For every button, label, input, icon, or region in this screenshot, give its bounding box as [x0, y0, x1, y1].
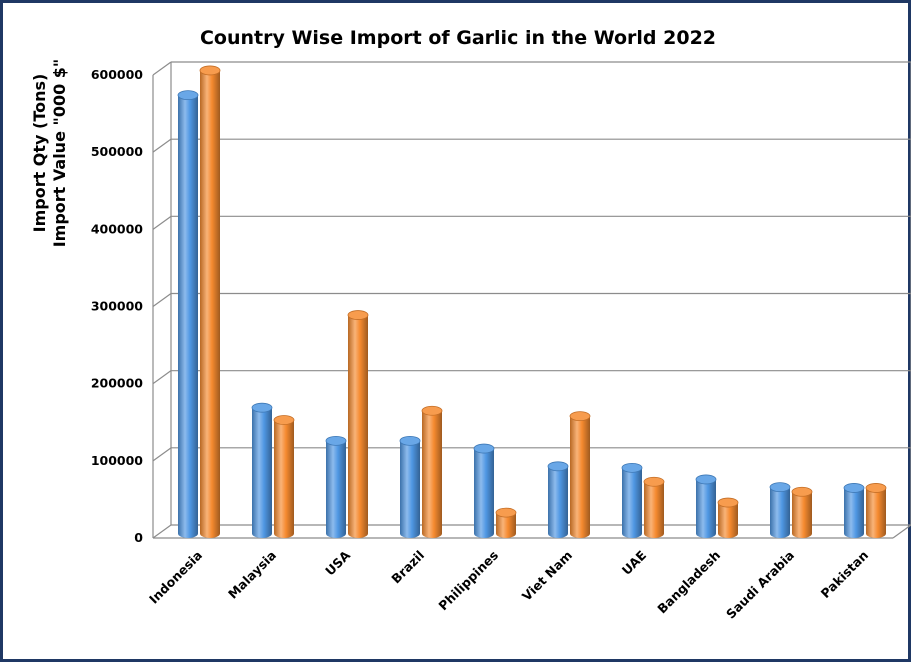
x-tick-label: Malaysia — [225, 548, 279, 602]
bar-bangladesh-s1 — [696, 479, 716, 538]
gridline-side — [152, 447, 172, 462]
bar-indonesia-s1 — [178, 95, 198, 538]
bar-usa-s2 — [348, 315, 368, 538]
bar-usa-s1 — [326, 440, 346, 538]
bar-bangladesh-s2 — [718, 502, 738, 538]
x-tick-label: Viet Nam — [519, 548, 575, 604]
x-tick-label: Bangladesh — [654, 548, 723, 617]
x-tick-label: Saudi Arabia — [723, 548, 797, 622]
bar-top-cap — [621, 462, 643, 473]
bar-top-cap — [569, 411, 591, 422]
bar-top-cap — [495, 507, 517, 518]
bar-top-cap — [791, 486, 813, 497]
bar-top-cap — [473, 443, 495, 454]
gridline-side — [152, 370, 172, 385]
gridline-side — [152, 524, 172, 539]
x-tick-label: USA — [322, 547, 353, 578]
bar-philippines-s1 — [474, 448, 494, 538]
bar-pakistan-s1 — [844, 487, 864, 538]
bar-top-cap — [177, 90, 199, 101]
bar-uae-s1 — [622, 467, 642, 538]
y-tick-label: 500000 — [91, 144, 143, 159]
bar-brazil-s1 — [400, 440, 420, 538]
x-tick-label: Pakistan — [818, 548, 871, 601]
bar-top-cap — [251, 402, 273, 413]
bar-top-cap — [843, 483, 865, 493]
bar-uae-s2 — [644, 481, 664, 538]
y-tick-label: 200000 — [91, 376, 143, 391]
bar-indonesia-s2 — [200, 70, 220, 538]
gridline-side — [152, 215, 172, 230]
x-tick-label: Indonesia — [146, 548, 205, 607]
bar-pakistan-s2 — [866, 487, 886, 538]
x-tick-label: UAE — [619, 548, 649, 578]
bar-top-cap — [865, 483, 887, 493]
gridline-side — [152, 293, 172, 307]
bar-top-cap — [547, 461, 569, 472]
gridline-side — [152, 138, 172, 153]
bar-top-cap — [199, 65, 221, 76]
bar-viet-nam-s2 — [570, 416, 590, 538]
bar-malaysia-s1 — [252, 407, 272, 538]
y-tick-label: 0 — [134, 530, 143, 545]
bar-top-cap — [769, 482, 791, 493]
bar-saudi-arabia-s1 — [770, 487, 790, 538]
bar-top-cap — [273, 415, 295, 425]
bar-top-cap — [399, 435, 421, 446]
bar-viet-nam-s1 — [548, 466, 568, 538]
bar-top-cap — [717, 497, 739, 508]
bar-top-cap — [421, 405, 443, 416]
bar-brazil-s2 — [422, 410, 442, 538]
y-tick-label: 300000 — [91, 299, 143, 314]
bar-top-cap — [695, 474, 717, 485]
chart-plot: 0 100000 200000 300000 400000 500000 600000 Ind… — [91, 61, 911, 622]
bar-saudi-arabia-s2 — [792, 491, 812, 538]
y-tick-label: 600000 — [91, 67, 143, 82]
bar-malaysia-s2 — [274, 420, 294, 538]
bar-top-cap — [347, 310, 369, 320]
x-tick-label: Brazil — [388, 548, 427, 587]
bar-top-cap — [643, 476, 665, 487]
bar-top-cap — [325, 435, 347, 446]
y-tick-label: 400000 — [91, 221, 143, 236]
y-tick-label: 100000 — [91, 453, 143, 468]
gridline-side — [152, 61, 172, 76]
x-tick-label: Philippines — [435, 548, 501, 614]
chart-title: Country Wise Import of Garlic in the Wor… — [199, 27, 717, 49]
bar-philippines-s2 — [496, 512, 516, 538]
floor-right-edge — [892, 524, 911, 539]
